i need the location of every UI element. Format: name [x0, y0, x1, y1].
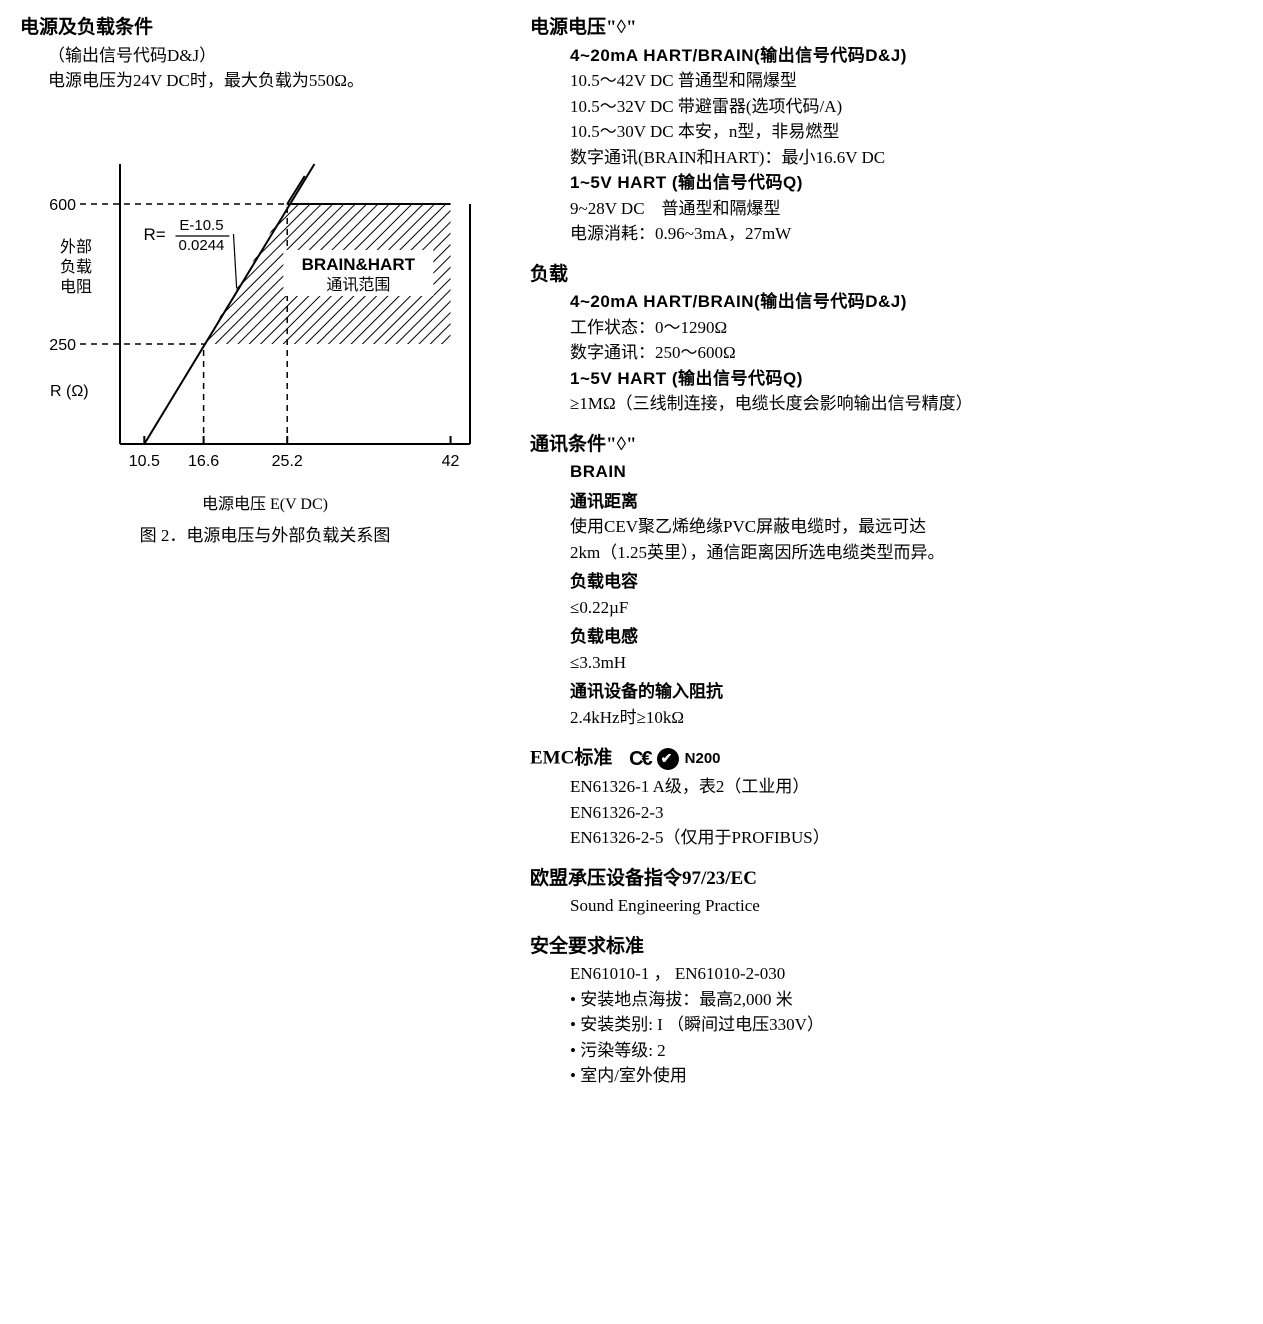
- load-sec1-head: 4~20mA HART/BRAIN(输出信号代码D&J): [530, 289, 1243, 315]
- svg-text:通讯范围: 通讯范围: [326, 276, 390, 294]
- psv-title: 电源电压"◊": [530, 14, 1243, 43]
- svg-text:外部: 外部: [60, 238, 92, 256]
- svg-text:R=: R=: [143, 225, 165, 244]
- text-row: • 室内/室外使用: [530, 1063, 1243, 1089]
- comm-title-diamond: "◊": [606, 434, 637, 455]
- section-ped: 欧盟承压设备指令97/23/EC Sound Engineering Pract…: [530, 865, 1243, 919]
- text-row: 10.5～42V DC 普通型和隔爆型: [530, 68, 1243, 94]
- ped-title: 欧盟承压设备指令97/23/EC: [530, 865, 1243, 894]
- section-emc: EMC标准 C€ N200 EN61326-1 A级，表2（工业用）EN6132…: [530, 744, 1243, 851]
- text-row: 数字通讯：250～600Ω: [530, 340, 1243, 366]
- brain-head: BRAIN: [530, 459, 1243, 485]
- svg-text:E-10.5: E-10.5: [179, 217, 223, 234]
- load-chart: 10.5 16.6 25.2 42 250 600 外部负载电阻 R (Ω) R= E-10.5 0…: [30, 144, 490, 484]
- cap-head: 负载电容: [530, 569, 1243, 595]
- section-comm: 通讯条件"◊" BRAIN 通讯距离 使用CEV聚乙烯绝缘PVC屏蔽电缆时，最远…: [530, 431, 1243, 731]
- dist-head: 通讯距离: [530, 489, 1243, 515]
- section-safety: 安全要求标准 EN61010-1 ， EN61010-2-030 • 安装地点海…: [530, 933, 1243, 1089]
- svg-text:25.2: 25.2: [272, 453, 303, 470]
- svg-text:R (Ω): R (Ω): [50, 383, 89, 400]
- section-power-voltage: 电源电压"◊" 4~20mA HART/BRAIN(输出信号代码D&J) 10.…: [530, 14, 1243, 247]
- ind-val: ≤3.3mH: [530, 650, 1243, 676]
- chart-caption: 图 2．电源电压与外部负载关系图: [30, 523, 500, 549]
- imp-val: 2.4kHz时≥10kΩ: [530, 705, 1243, 731]
- section-load: 负载 4~20mA HART/BRAIN(输出信号代码D&J) 工作状态：0～1…: [530, 261, 1243, 417]
- text-row: EN61326-2-5（仅用于PROFIBUS）: [530, 825, 1243, 851]
- text-row: 电源消耗：0.96~3mA，27mW: [530, 221, 1243, 247]
- psv-title-text: 电源电压: [530, 17, 606, 38]
- load-sec2-head: 1~5V HART (输出信号代码Q): [530, 366, 1243, 392]
- text-row: 10.5～32V DC 带避雷器(选项代码/A): [530, 94, 1243, 120]
- left-line1: 电源电压为24V DC时，最大负载为550Ω。: [20, 68, 500, 94]
- svg-text:10.5: 10.5: [129, 453, 160, 470]
- chart-container: 10.5 16.6 25.2 42 250 600 外部负载电阻 R (Ω) R= E-10.5 0…: [20, 144, 500, 549]
- tick-circle-icon: [657, 748, 679, 770]
- svg-text:BRAIN&HART: BRAIN&HART: [302, 255, 416, 274]
- n200-label: N200: [685, 748, 721, 771]
- comm-title: 通讯条件"◊": [530, 431, 1243, 460]
- svg-text:负载: 负载: [60, 258, 92, 276]
- text-row: EN61326-2-3: [530, 800, 1243, 826]
- text-row: • 安装类别: I （瞬间过电压330V）: [530, 1012, 1243, 1038]
- cap-val: ≤0.22µF: [530, 595, 1243, 621]
- safety-head-row: EN61010-1 ， EN61010-2-030: [530, 961, 1243, 987]
- svg-text:电阻: 电阻: [60, 278, 92, 296]
- text-row: EN61326-1 A级，表2（工业用）: [530, 774, 1243, 800]
- text-row: 9~28V DC 普通型和隔爆型: [530, 196, 1243, 222]
- text-row: 使用CEV聚乙烯绝缘PVC屏蔽电缆时，最远可达: [530, 514, 1243, 540]
- svg-text:600: 600: [49, 197, 76, 214]
- imp-head: 通讯设备的输入阻抗: [530, 679, 1243, 705]
- psv-sec1-head: 4~20mA HART/BRAIN(输出信号代码D&J): [530, 43, 1243, 69]
- ped-row: Sound Engineering Practice: [530, 893, 1243, 919]
- text-row: 2km（1.25英里），通信距离因所选电缆类型而异。: [530, 540, 1243, 566]
- text-row: ≥1MΩ（三线制连接，电缆长度会影响输出信号精度）: [530, 391, 1243, 417]
- left-title: 电源及负载条件: [20, 14, 500, 43]
- text-row: 10.5～30V DC 本安，n型，非易燃型: [530, 119, 1243, 145]
- text-row: 数字通讯(BRAIN和HART)：最小16.6V DC: [530, 145, 1243, 171]
- svg-text:42: 42: [442, 453, 460, 470]
- svg-text:16.6: 16.6: [188, 453, 219, 470]
- emc-icons: C€ N200: [629, 744, 720, 774]
- emc-title-row: EMC标准 C€ N200: [530, 744, 1243, 774]
- load-title: 负载: [530, 261, 1243, 290]
- svg-text:250: 250: [49, 337, 76, 354]
- ind-head: 负载电感: [530, 624, 1243, 650]
- left-column: 电源及负载条件 （输出信号代码D&J） 电源电压为24V DC时，最大负载为55…: [20, 8, 500, 1089]
- text-row: • 污染等级: 2: [530, 1038, 1243, 1064]
- svg-text:0.0244: 0.0244: [179, 237, 225, 254]
- safety-title: 安全要求标准: [530, 933, 1243, 962]
- chart-x-label: 电源电压 E(V DC): [30, 493, 500, 517]
- emc-title: EMC标准: [530, 747, 612, 768]
- right-column: 电源电压"◊" 4~20mA HART/BRAIN(输出信号代码D&J) 10.…: [530, 8, 1243, 1089]
- comm-title-text: 通讯条件: [530, 434, 606, 455]
- psv-title-diamond: "◊": [606, 17, 637, 38]
- ce-mark-icon: C€: [629, 744, 651, 774]
- text-row: • 安装地点海拔：最高2,000 米: [530, 987, 1243, 1013]
- psv-sec2-head: 1~5V HART (输出信号代码Q): [530, 170, 1243, 196]
- text-row: 工作状态：0～1290Ω: [530, 315, 1243, 341]
- left-subtitle: （输出信号代码D&J）: [20, 43, 500, 69]
